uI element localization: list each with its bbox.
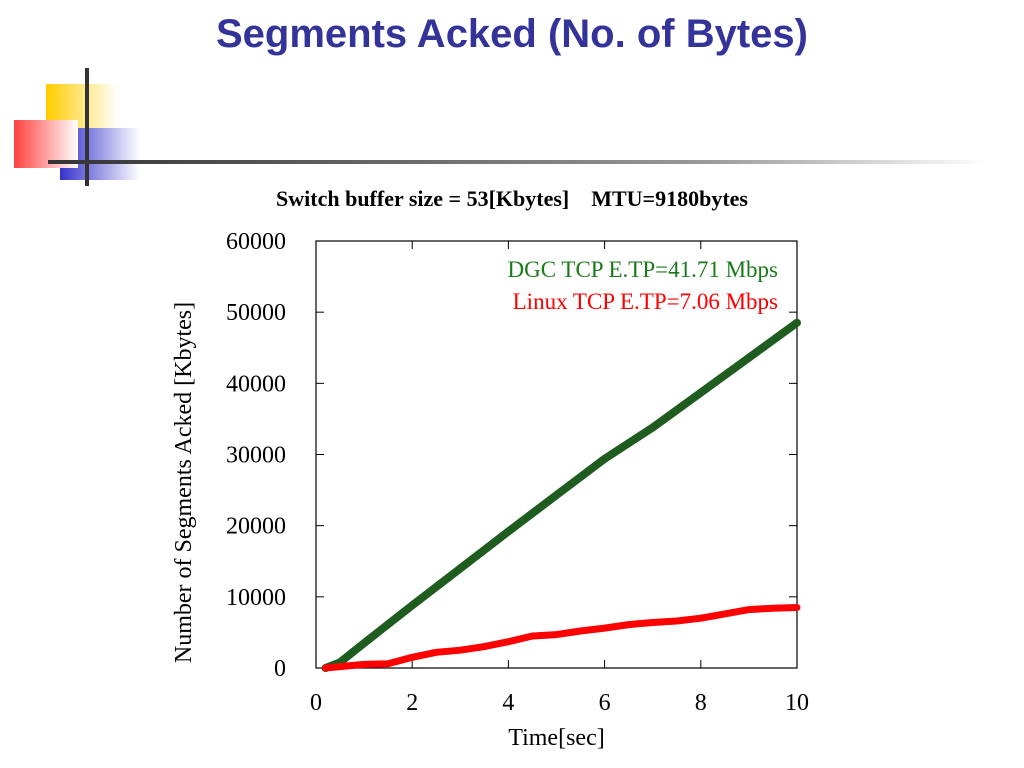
y-tick-label: 40000: [226, 371, 286, 397]
x-tick-label: 0: [310, 690, 322, 716]
y-tick-label: 50000: [226, 300, 286, 326]
slide-title: Segments Acked (No. of Bytes): [216, 12, 808, 56]
deco-horizontal-rule: [48, 160, 988, 164]
series-line-dgc: [321, 318, 801, 672]
series-line-linux: [322, 604, 801, 672]
deco-vertical-rule: [85, 68, 89, 186]
chart-title: Switch buffer size = 53[Kbytes] MTU=9180…: [276, 186, 748, 211]
legend-entry-dgc: DGC TCP E.TP=41.71 Mbps: [508, 257, 779, 282]
y-axis-label: Number of Segments Acked [Kbytes]: [171, 302, 197, 663]
y-tick-label: 10000: [226, 585, 286, 611]
x-tick-label: 2: [406, 690, 418, 716]
x-tick-label: 4: [502, 690, 514, 716]
x-axis-label: Time[sec]: [508, 725, 604, 751]
y-tick-label: 30000: [226, 443, 286, 469]
x-tick-label: 10: [785, 690, 809, 716]
x-tick-label: 8: [695, 690, 707, 716]
y-tick-label: 60000: [226, 229, 286, 255]
y-tick-label: 20000: [226, 514, 286, 540]
legend-entry-linux: Linux TCP E.TP=7.06 Mbps: [513, 289, 778, 314]
title-decoration: [14, 68, 988, 186]
y-tick-label: 0: [274, 656, 286, 682]
x-tick-label: 6: [599, 690, 611, 716]
